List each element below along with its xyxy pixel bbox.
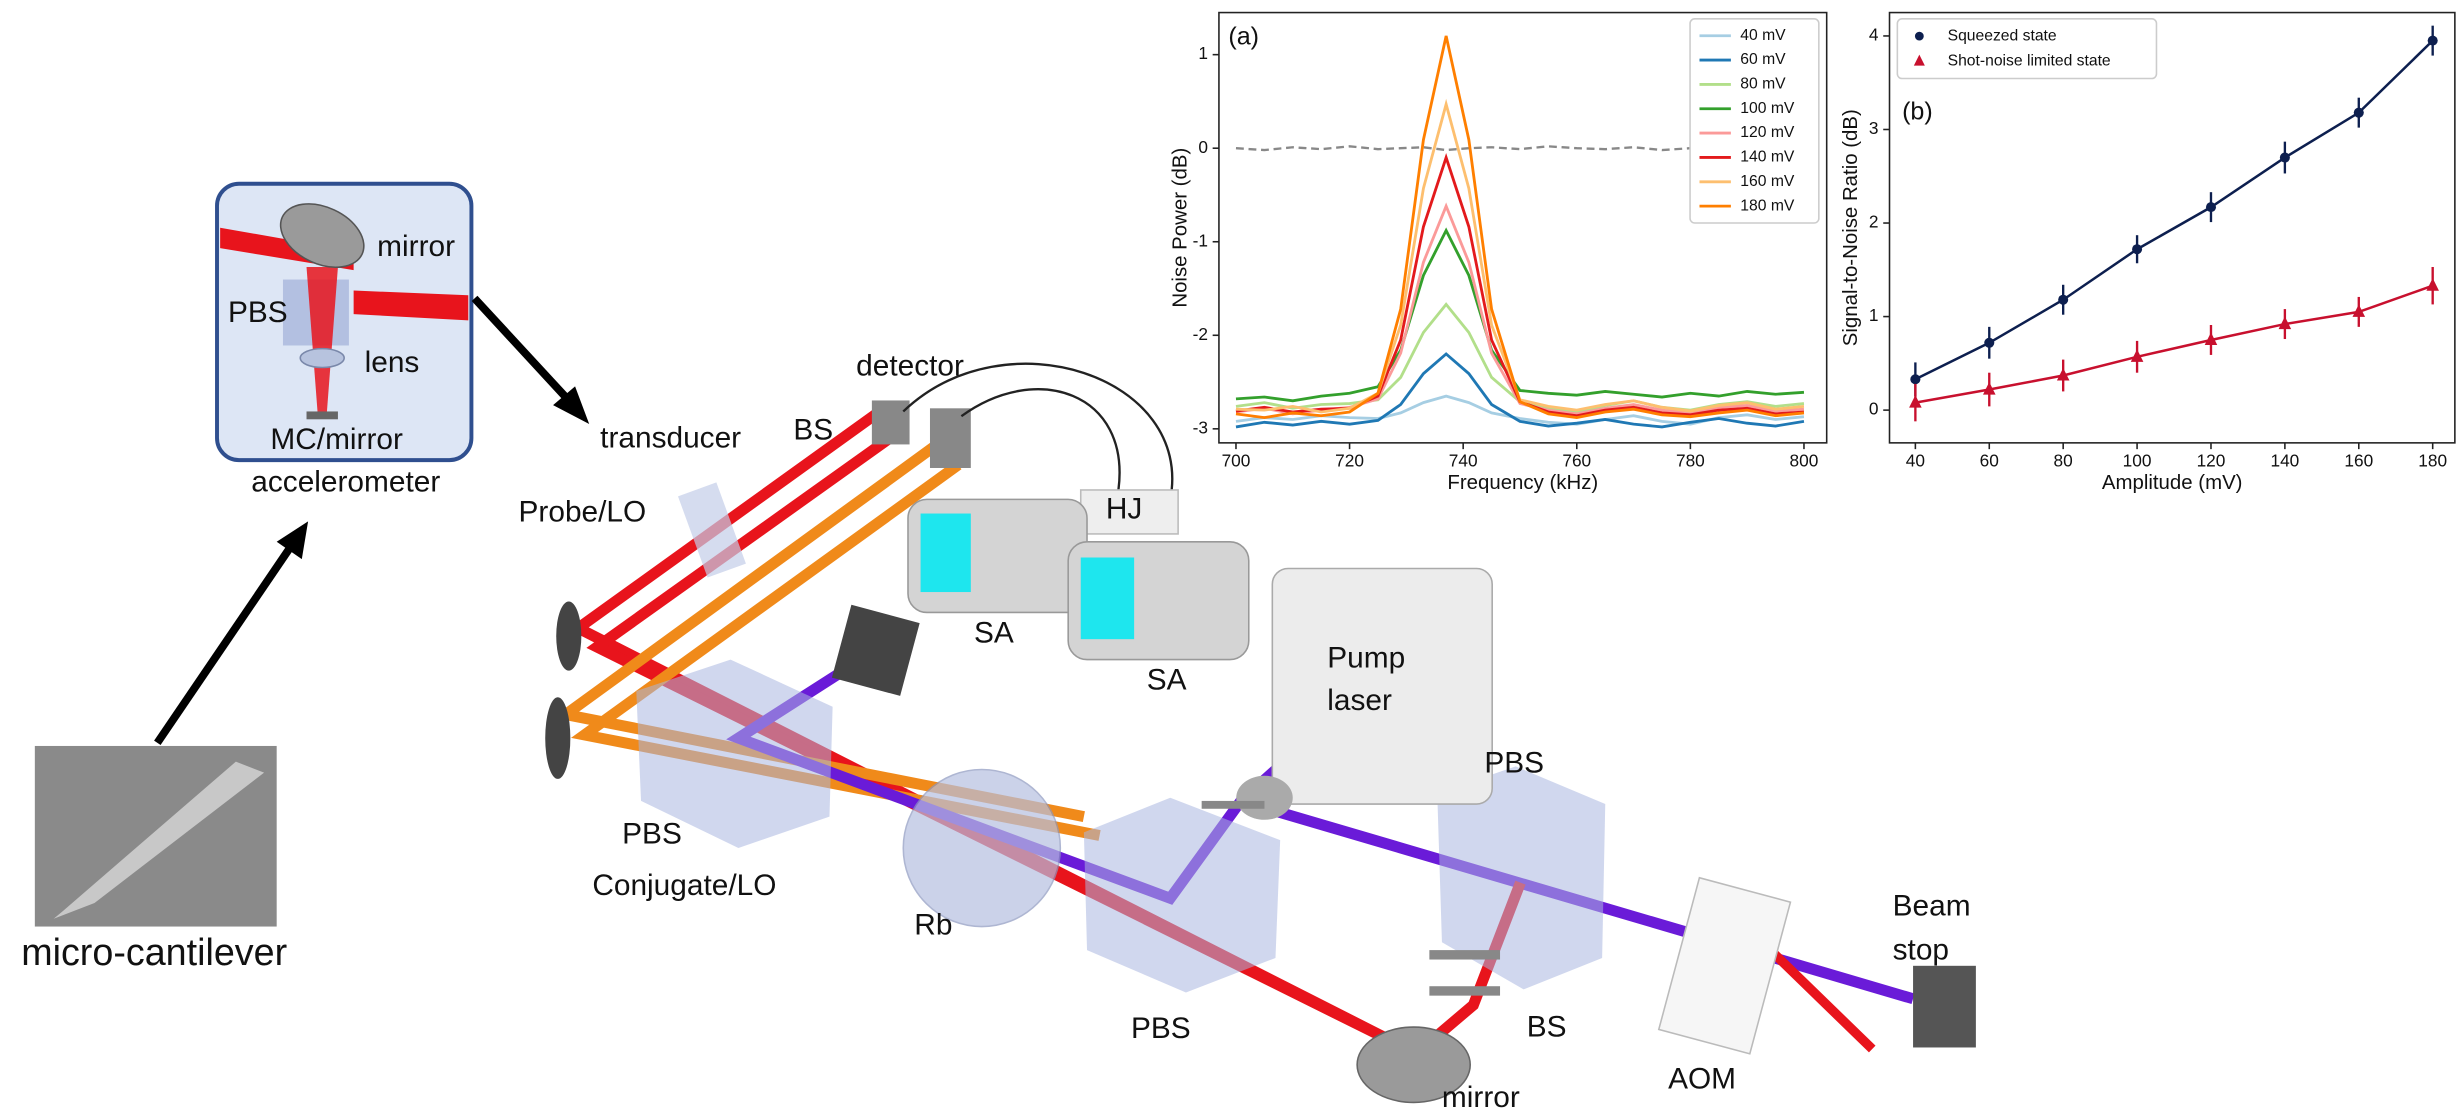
label: PBS	[622, 817, 682, 850]
screen	[1081, 558, 1134, 640]
label: SA	[974, 616, 1014, 649]
figure: mirror PBS lens MC/mirror accelerometer …	[0, 0, 2463, 1115]
marker	[1915, 32, 1924, 41]
lens	[300, 349, 344, 368]
y-axis-label: Noise Power (dB)	[1170, 148, 1192, 308]
legend-label: 60 mV	[1740, 51, 1786, 68]
y-tick-label: 1	[1869, 305, 1879, 325]
marker	[1984, 338, 1994, 348]
mirror	[545, 697, 570, 779]
mirror	[556, 601, 581, 670]
label: PBS	[1484, 747, 1544, 780]
marker	[2354, 108, 2364, 118]
label: detector	[856, 349, 964, 382]
label: stop	[1893, 934, 1949, 967]
label: accelerometer	[251, 466, 440, 499]
plate	[1429, 950, 1500, 959]
legend-label: 40 mV	[1740, 27, 1786, 44]
plate	[1429, 986, 1500, 995]
panel-label: (a)	[1228, 22, 1259, 50]
label: mirror	[1442, 1081, 1520, 1114]
label: Pump	[1327, 641, 1405, 674]
legend-label: Squeezed state	[1948, 27, 2057, 44]
legend-label: 100 mV	[1740, 100, 1795, 117]
x-tick-label: 780	[1676, 450, 1705, 470]
label: BS	[1527, 1011, 1567, 1044]
y-tick-label: 0	[1869, 399, 1879, 419]
x-tick-label: 180	[2418, 450, 2447, 470]
marker	[2058, 295, 2068, 305]
x-tick-label: 760	[1562, 450, 1591, 470]
legend-label: Shot-noise limited state	[1948, 52, 2111, 69]
label: laser	[1327, 684, 1392, 717]
label: transducer	[600, 422, 741, 455]
x-tick-label: 740	[1449, 450, 1478, 470]
label: lens	[365, 346, 420, 379]
legend-label: 180 mV	[1740, 197, 1795, 214]
x-tick-label: 120	[2197, 450, 2226, 470]
arrow	[157, 547, 290, 743]
y-tick-label: 4	[1869, 25, 1879, 45]
y-tick-label: 0	[1198, 137, 1208, 157]
y-tick-label: -3	[1193, 417, 1208, 437]
marker	[2132, 244, 2142, 254]
label: HJ	[1106, 492, 1142, 525]
chart: 700 720 740 760 780 800 -3 -2 -1 0 1 Frequency (kHz…	[1170, 13, 1827, 495]
panel-label: (b)	[1902, 98, 1933, 126]
y-tick-label: 3	[1869, 118, 1879, 138]
y-tick-label: 2	[1869, 212, 1879, 232]
x-tick-label: 140	[2270, 450, 2299, 470]
transducer	[678, 482, 746, 577]
y-tick-label: -1	[1193, 230, 1208, 250]
photodetector	[832, 605, 920, 696]
rb-cell	[903, 770, 1060, 927]
marker	[2280, 153, 2290, 163]
legend-label: 80 mV	[1740, 76, 1786, 93]
x-tick-label: 80	[2054, 450, 2073, 470]
aom	[1659, 878, 1791, 1054]
mc-mirror	[307, 411, 338, 419]
x-tick-label: 60	[1980, 450, 1999, 470]
label: MC/mirror	[270, 423, 403, 456]
marker	[2206, 202, 2216, 212]
y-tick-label: 1	[1198, 43, 1208, 63]
x-tick-label: 800	[1790, 450, 1819, 470]
x-axis-label: Frequency (kHz)	[1447, 472, 1598, 494]
marker	[1910, 374, 1920, 384]
label: BS	[793, 414, 833, 447]
x-tick-label: 100	[2123, 450, 2152, 470]
x-tick-label: 720	[1335, 450, 1364, 470]
detector	[872, 400, 910, 444]
beam-stop	[1913, 966, 1976, 1048]
legend-label: 160 mV	[1740, 173, 1795, 190]
legend-label: 120 mV	[1740, 124, 1795, 141]
label: PBS	[1131, 1012, 1191, 1045]
label: Beam	[1893, 890, 1971, 923]
wire	[961, 389, 1119, 490]
legend-label: 140 mV	[1740, 149, 1795, 166]
screen	[921, 514, 971, 593]
pbs	[1084, 798, 1280, 993]
plate	[1202, 801, 1265, 809]
mirror	[1236, 776, 1293, 820]
x-axis-label: Amplitude (mV)	[2102, 472, 2243, 494]
detector	[930, 408, 971, 468]
y-axis-label: Signal-to-Noise Ratio (dB)	[1840, 109, 1862, 346]
label: PBS	[228, 296, 288, 329]
chart: 40 60 80 100 120 140 160 180 0 1 2 3 4 Amplitude (mV)…	[1840, 13, 2455, 495]
label: Probe/LO	[519, 495, 647, 528]
label: SA	[1147, 663, 1187, 696]
label: micro-cantilever	[21, 931, 287, 973]
marker	[2428, 36, 2438, 46]
x-tick-label: 700	[1222, 450, 1251, 470]
y-tick-label: -2	[1193, 324, 1208, 344]
legend-box	[1690, 19, 1819, 223]
arrow	[475, 298, 569, 400]
label: AOM	[1668, 1062, 1736, 1095]
label: Conjugate/LO	[592, 869, 776, 902]
x-tick-label: 40	[1906, 450, 1925, 470]
x-tick-label: 160	[2344, 450, 2373, 470]
label: mirror	[377, 230, 455, 263]
label: Rb	[914, 908, 952, 941]
